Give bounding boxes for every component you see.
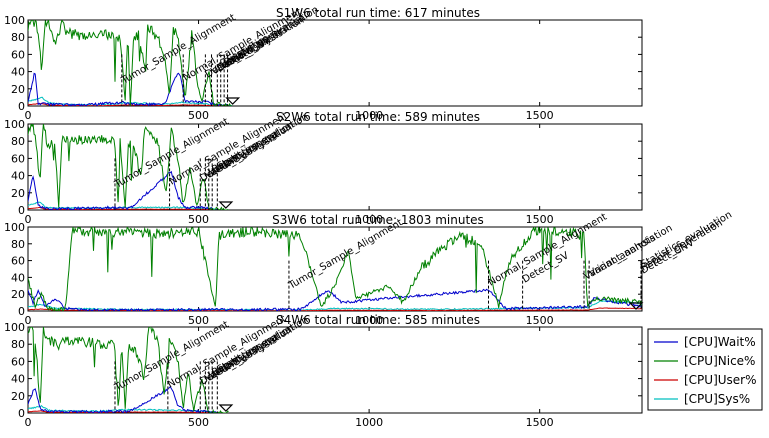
y-tick-label: 40 bbox=[11, 271, 25, 284]
y-tick-label: 60 bbox=[11, 255, 25, 268]
x-tick-label: 1000 bbox=[355, 314, 383, 327]
legend: [CPU]Wait% [CPU]Nice% [CPU]User% [CPU]Sys% bbox=[647, 328, 763, 411]
y-tick-label: 20 bbox=[11, 187, 25, 200]
x-tick-label: 500 bbox=[188, 109, 209, 122]
end-marker bbox=[218, 201, 234, 209]
series-line-wait bbox=[28, 170, 219, 210]
y-tick-label: 20 bbox=[11, 83, 25, 96]
x-tick-label: 0 bbox=[25, 416, 32, 429]
series-line-nice bbox=[28, 124, 229, 210]
series-group bbox=[28, 327, 229, 413]
panel-title: S1W6 total run time: 617 minutes bbox=[276, 6, 480, 20]
x-tick-label: 0 bbox=[25, 314, 32, 327]
y-tick-label: 40 bbox=[11, 66, 25, 79]
x-tick-label: 1500 bbox=[526, 213, 554, 226]
x-tick-label: 1000 bbox=[355, 109, 383, 122]
y-tick-label: 0 bbox=[18, 407, 25, 420]
panel-title: S4W6 total run time: 585 minutes bbox=[276, 313, 480, 327]
series-line-wait bbox=[28, 385, 219, 413]
x-tick-label: 1500 bbox=[526, 314, 554, 327]
y-tick-label: 40 bbox=[11, 170, 25, 183]
x-tick-label: 1000 bbox=[355, 416, 383, 429]
panel-title: S3W6 total run time: 1803 minutes bbox=[272, 213, 484, 227]
end-marker bbox=[225, 97, 241, 105]
plot-frame bbox=[27, 123, 643, 211]
series-group bbox=[28, 20, 233, 106]
series-line-nice bbox=[28, 20, 233, 106]
y-tick-label: 80 bbox=[11, 338, 25, 351]
x-tick-label: 500 bbox=[188, 213, 209, 226]
x-tick-label: 500 bbox=[188, 416, 209, 429]
series-line-wait bbox=[28, 288, 642, 311]
y-tick-label: 0 bbox=[18, 100, 25, 113]
y-tick-label: 60 bbox=[11, 152, 25, 165]
y-tick-label: 60 bbox=[11, 355, 25, 368]
y-tick-label: 60 bbox=[11, 48, 25, 61]
plot-frame bbox=[27, 326, 643, 414]
x-tick-label: 1500 bbox=[526, 416, 554, 429]
x-tick-label: 1500 bbox=[526, 109, 554, 122]
legend-label: [CPU]User% bbox=[684, 373, 757, 387]
y-tick-label: 20 bbox=[11, 390, 25, 403]
end-marker bbox=[218, 404, 234, 412]
y-tick-label: 20 bbox=[11, 288, 25, 301]
y-tick-label: 80 bbox=[11, 135, 25, 148]
y-tick-label: 100 bbox=[4, 321, 25, 334]
y-tick-label: 40 bbox=[11, 373, 25, 386]
y-tick-label: 80 bbox=[11, 238, 25, 251]
series-group bbox=[28, 227, 642, 311]
y-tick-label: 100 bbox=[4, 221, 25, 234]
y-tick-label: 80 bbox=[11, 31, 25, 44]
series-line-nice bbox=[28, 327, 229, 413]
series-line-nice bbox=[28, 227, 642, 311]
series-group bbox=[28, 124, 229, 210]
plot-frame bbox=[27, 226, 643, 312]
x-tick-label: 0 bbox=[25, 213, 32, 226]
legend-label: [CPU]Sys% bbox=[684, 392, 750, 406]
legend-label: [CPU]Nice% bbox=[684, 354, 755, 368]
panel-title: S2W6 total run time: 589 minutes bbox=[276, 110, 480, 124]
legend-label: [CPU]Wait% bbox=[684, 335, 756, 349]
x-tick-label: 500 bbox=[188, 314, 209, 327]
x-tick-label: 0 bbox=[25, 109, 32, 122]
y-tick-label: 0 bbox=[18, 204, 25, 217]
end-marker bbox=[628, 302, 644, 310]
y-tick-label: 100 bbox=[4, 118, 25, 131]
plot-frame bbox=[27, 19, 643, 107]
y-tick-label: 0 bbox=[18, 305, 25, 318]
y-tick-label: 100 bbox=[4, 14, 25, 27]
x-tick-label: 1000 bbox=[355, 213, 383, 226]
